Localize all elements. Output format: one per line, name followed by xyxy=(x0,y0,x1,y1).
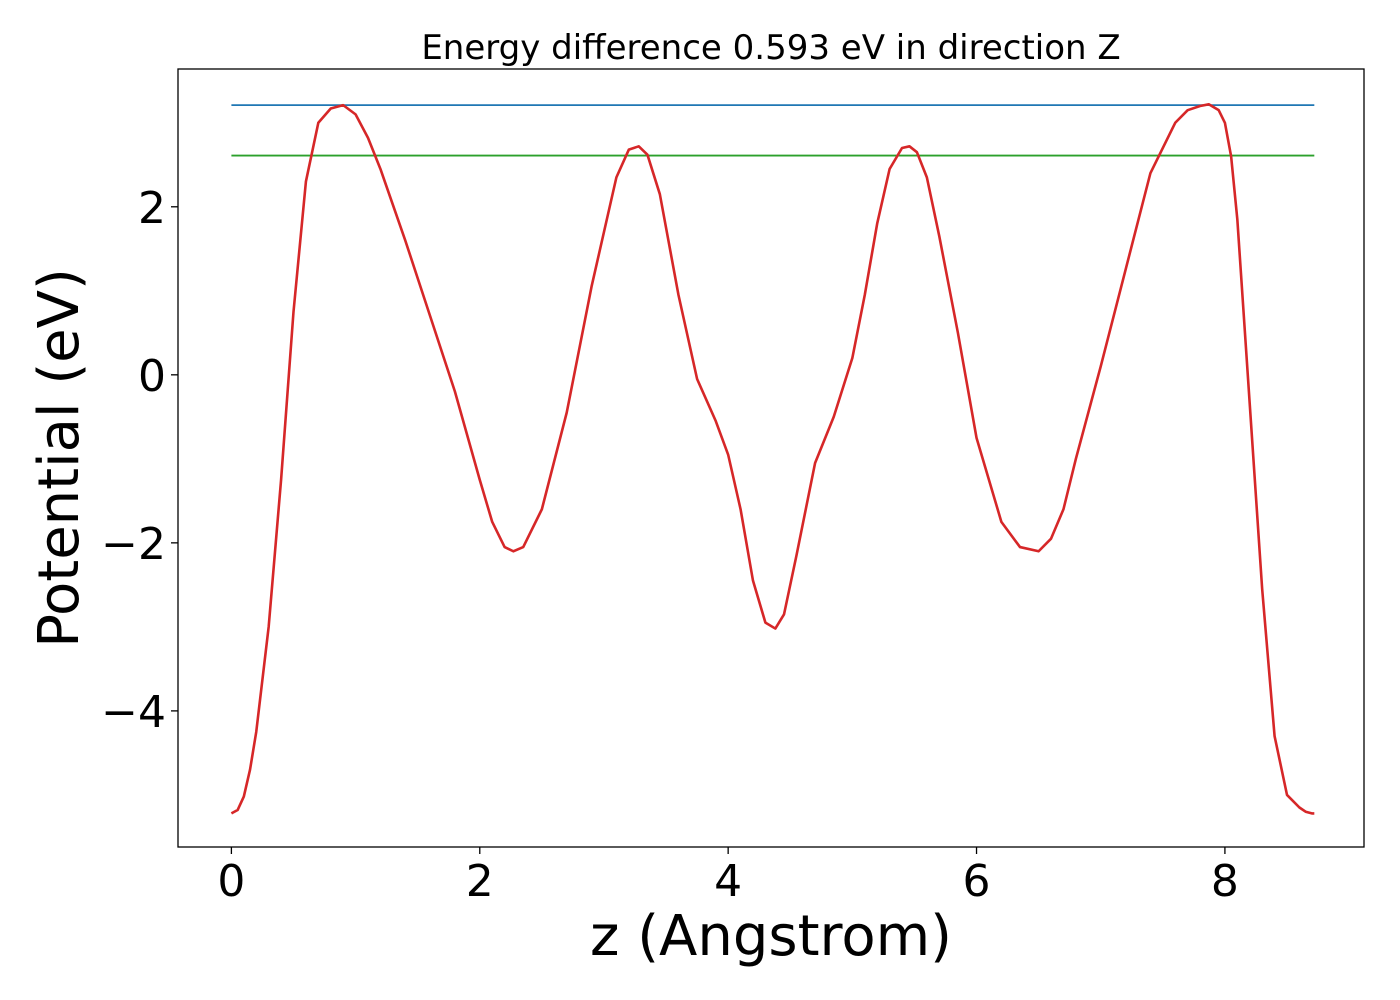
plot-area-frame xyxy=(177,68,1365,848)
x-tick-label: 6 xyxy=(963,856,991,907)
x-tick-label: 2 xyxy=(466,856,494,907)
x-axis-ticks: 0 2 4 6 8 xyxy=(217,847,1239,907)
x-tick-label: 4 xyxy=(714,856,742,907)
y-axis-ticks: −4 −2 0 2 xyxy=(101,183,178,738)
x-tick-label: 0 xyxy=(217,856,245,907)
x-tick-label: 8 xyxy=(1211,856,1239,907)
series-line-0 xyxy=(230,102,1315,815)
series-layer xyxy=(230,102,1315,815)
chart-title: Energy difference 0.593 eV in direction … xyxy=(421,28,1120,68)
y-tick-label: −2 xyxy=(101,519,166,570)
y-tick-label: 0 xyxy=(138,351,166,402)
x-axis-label: z (Angstrom) xyxy=(590,904,952,969)
y-tick-label: −4 xyxy=(101,687,166,738)
y-tick-label: 2 xyxy=(138,183,166,234)
y-axis-label: Potential (eV) xyxy=(27,268,92,648)
